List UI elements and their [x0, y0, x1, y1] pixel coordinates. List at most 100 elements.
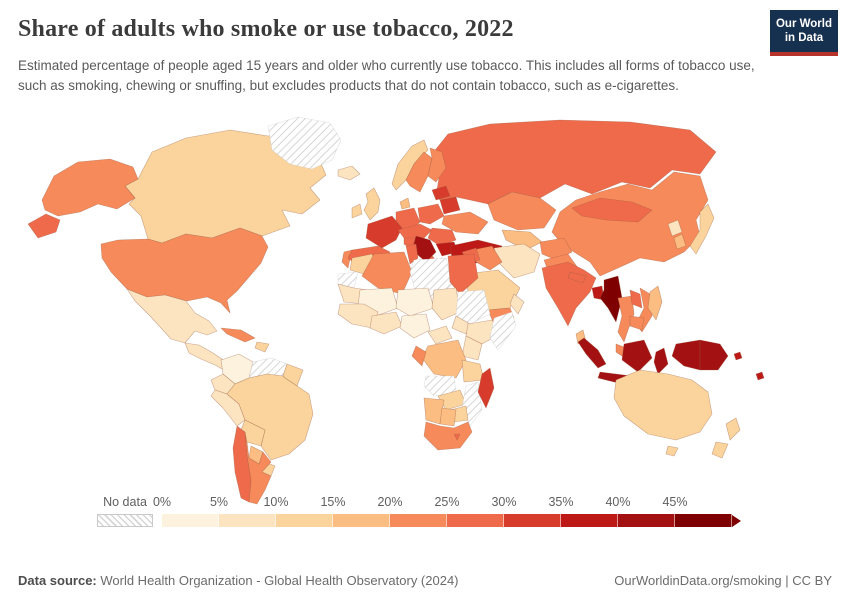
country-china[interactable]	[551, 171, 709, 277]
legend-color-bar: 0% 5% 10% 15% 20% 25% 30% 35% 40% 45%	[153, 495, 741, 527]
country-south-africa[interactable]	[423, 421, 473, 451]
country-madagascar[interactable]	[477, 367, 495, 409]
legend-bin-0-5%[interactable]: 0%	[153, 495, 219, 527]
country-niger[interactable]	[395, 287, 435, 317]
legend-tick-label: 25%	[434, 495, 460, 509]
legend-tick-label: 20%	[377, 495, 403, 509]
country-new-zealand-south[interactable]	[711, 441, 729, 459]
country-nigeria[interactable]	[399, 313, 431, 339]
country-australia[interactable]	[613, 369, 713, 441]
country-botswana[interactable]	[439, 407, 457, 427]
country-sudan[interactable]	[455, 289, 491, 325]
country-north-korea[interactable]	[667, 219, 683, 237]
legend-no-data-swatch[interactable]	[97, 514, 153, 527]
country-finland[interactable]	[427, 147, 447, 183]
country-philippines[interactable]	[647, 285, 663, 321]
country-russia-chukotka[interactable]	[27, 213, 61, 239]
country-cambodia[interactable]	[629, 315, 645, 331]
legend-bin-20-25%[interactable]: 20%	[377, 495, 447, 527]
country-nepal[interactable]	[567, 271, 587, 284]
country-south-korea[interactable]	[673, 233, 687, 250]
country-chile[interactable]	[232, 425, 252, 503]
country-russia[interactable]	[431, 119, 717, 205]
legend-tick-label: 0%	[152, 495, 172, 509]
country-norway[interactable]	[391, 139, 429, 191]
country-somalia[interactable]	[489, 311, 517, 351]
legend-no-data-label: No data	[103, 495, 147, 509]
country-congo[interactable]	[411, 345, 427, 367]
country-japan[interactable]	[689, 203, 715, 255]
country-bolivia[interactable]	[240, 419, 266, 447]
region-baltics[interactable]	[431, 185, 451, 201]
country-kazakhstan[interactable]	[487, 191, 557, 231]
country-south-sudan[interactable]	[451, 315, 471, 335]
country-dr-congo[interactable]	[421, 339, 467, 379]
country-greenland[interactable]	[267, 116, 342, 170]
country-cuba[interactable]	[220, 327, 256, 343]
data-source: Data source: World Health Organization -…	[18, 573, 459, 588]
country-kenya[interactable]	[461, 335, 483, 361]
country-chad[interactable]	[431, 287, 461, 321]
country-iceland[interactable]	[337, 165, 361, 181]
legend-bin-30-35%[interactable]: 30%	[491, 495, 561, 527]
country-belarus[interactable]	[439, 196, 461, 215]
legend-tick-label: 10%	[263, 495, 289, 509]
page-title: Share of adults who smoke or use tobacco…	[18, 16, 514, 42]
region-hispaniola[interactable]	[254, 341, 270, 353]
country-usa-alaska[interactable]	[41, 158, 139, 217]
legend-tick-label: 45%	[662, 495, 688, 509]
region-central-europe[interactable]	[397, 223, 433, 239]
license-link[interactable]: OurWorldinData.org/smoking | CC BY	[614, 573, 832, 588]
country-mexico[interactable]	[126, 288, 218, 344]
legend-tick-label: 30%	[491, 495, 517, 509]
country-egypt[interactable]	[447, 253, 479, 295]
country-mongolia[interactable]	[571, 197, 653, 223]
legend-bin-45%+[interactable]: 45%	[662, 495, 732, 527]
legend-bin-5-10%[interactable]: 5%	[210, 495, 276, 527]
country-indonesia-sumatra[interactable]	[577, 337, 607, 369]
data-source-text: World Health Organization - Global Healt…	[96, 573, 459, 588]
owid-logo-line1: Our World	[775, 18, 832, 30]
legend-bin-10-15%[interactable]: 10%	[263, 495, 333, 527]
country-usa[interactable]	[100, 227, 269, 314]
owid-logo[interactable]: Our World in Data	[770, 10, 838, 56]
country-lesotho[interactable]	[453, 433, 461, 441]
world-map-svg	[27, 116, 765, 505]
chart-footer: Data source: World Health Organization -…	[0, 573, 850, 588]
map-legend: No data 0% 5% 10% 15% 20% 25% 30% 35% 40% 45%	[97, 495, 741, 527]
owid-url[interactable]: OurWorldinData.org/smoking | CC BY	[614, 573, 832, 588]
country-solomon-islands[interactable]	[733, 351, 743, 361]
country-laos[interactable]	[629, 289, 643, 309]
region-central-asia[interactable]	[501, 229, 543, 251]
legend-bin-35-40%[interactable]: 35%	[548, 495, 618, 527]
country-indonesia-sulawesi[interactable]	[653, 347, 669, 375]
country-ukraine[interactable]	[441, 211, 489, 235]
region-ghana-coast[interactable]	[369, 311, 403, 335]
country-papua-new-guinea[interactable]	[699, 339, 729, 371]
legend-bin-25-30%[interactable]: 25%	[434, 495, 504, 527]
country-tunisia[interactable]	[405, 243, 419, 265]
country-ireland[interactable]	[351, 203, 363, 219]
country-united-kingdom[interactable]	[363, 187, 381, 221]
country-myanmar[interactable]	[599, 275, 623, 323]
country-denmark[interactable]	[399, 197, 411, 210]
country-fiji[interactable]	[755, 371, 765, 381]
country-cameroon[interactable]	[427, 325, 453, 345]
legend-bin-15-20%[interactable]: 15%	[320, 495, 390, 527]
legend-tick-label: 5%	[209, 495, 229, 509]
region-tasmania[interactable]	[665, 445, 679, 457]
legend-bin-40-45%[interactable]: 40%	[605, 495, 675, 527]
chart-subtitle: Estimated percentage of people aged 15 y…	[18, 58, 755, 93]
country-france[interactable]	[365, 215, 403, 249]
legend-no-data: No data	[97, 495, 153, 527]
country-indonesia-papua[interactable]	[671, 339, 701, 371]
country-new-zealand-north[interactable]	[725, 417, 741, 441]
country-brazil[interactable]	[226, 373, 314, 461]
country-sweden[interactable]	[405, 151, 433, 193]
country-indonesia-borneo[interactable]	[621, 339, 653, 373]
country-oman[interactable]	[509, 293, 525, 315]
country-india[interactable]	[541, 261, 597, 327]
owid-logo-line2: in Data	[784, 32, 824, 45]
country-poland[interactable]	[417, 203, 445, 225]
